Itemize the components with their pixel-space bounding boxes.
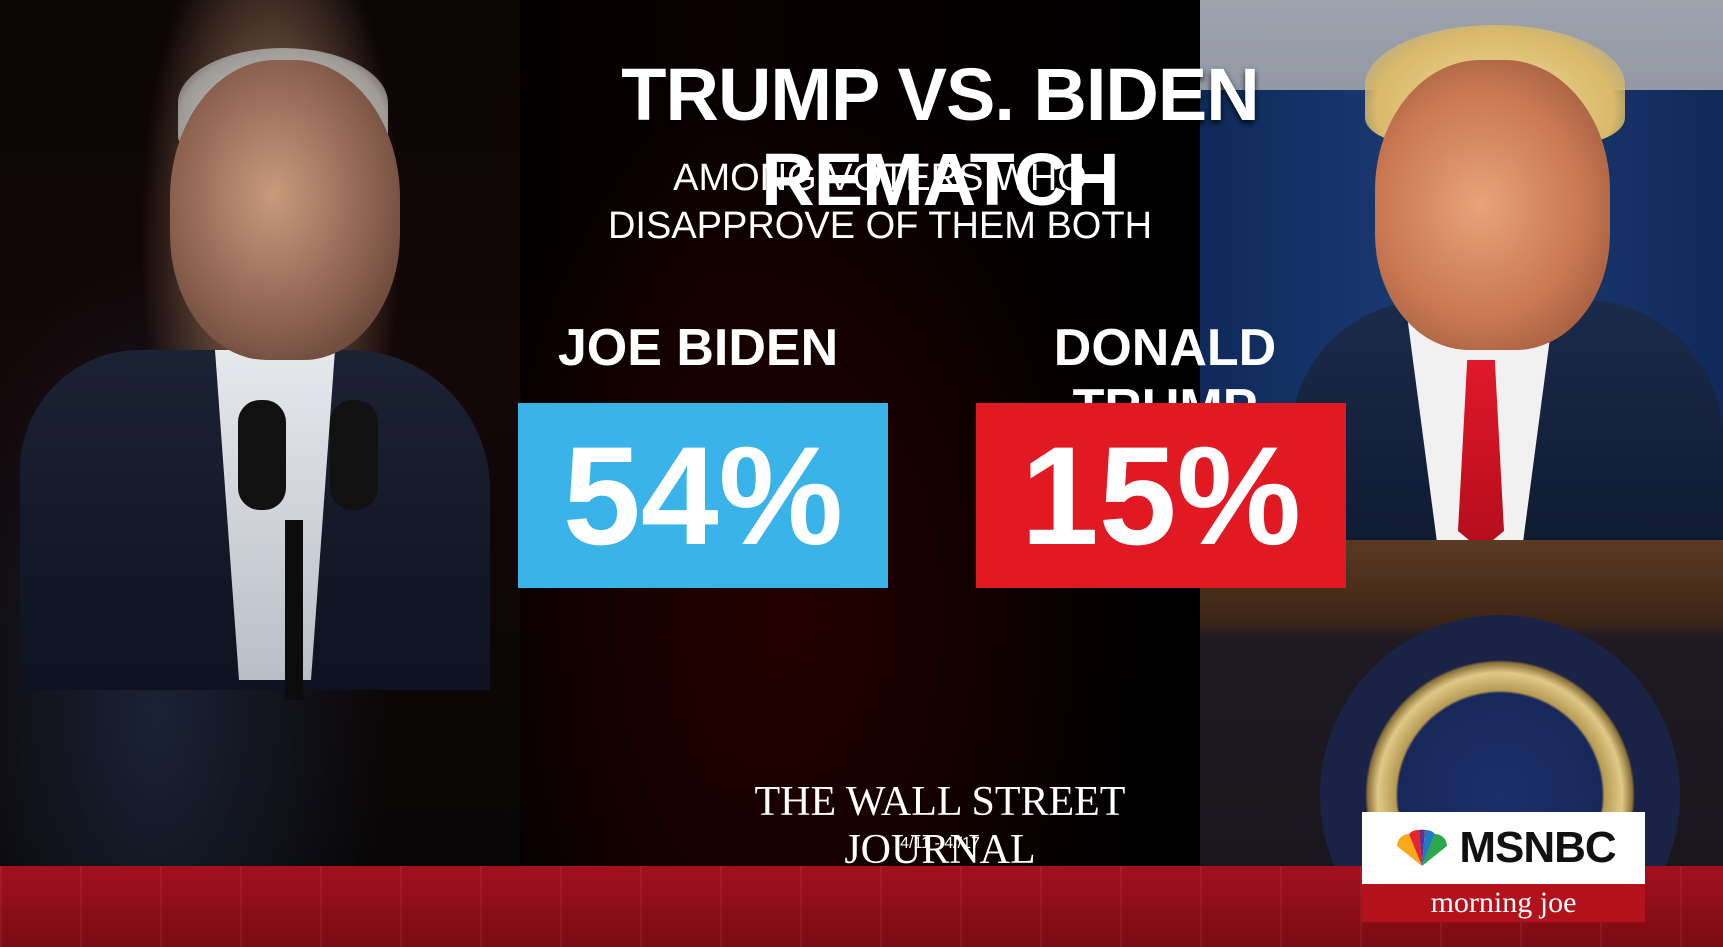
trump-tie xyxy=(1458,360,1504,550)
logo-text: MSNBC xyxy=(1459,823,1616,872)
percent-value-biden: 54% xyxy=(562,416,844,574)
show-banner: morning joe xyxy=(1362,884,1645,922)
network-logo: MSNBC morning joe xyxy=(1362,812,1645,922)
percent-box-biden: 54% xyxy=(518,403,888,588)
peacock-icon xyxy=(1397,829,1448,866)
microphone-stand xyxy=(285,520,303,700)
graphic-title: TRUMP VS. BIDEN REMATCH xyxy=(621,53,1259,221)
microphone xyxy=(238,400,286,510)
show-name: morning joe xyxy=(1430,886,1577,919)
subtitle-line-1: AMONG VOTERS WHO xyxy=(673,157,1087,199)
trump-head xyxy=(1375,60,1610,350)
source-name: THE WALL STREET JOURNAL xyxy=(754,779,1126,873)
biden-photo xyxy=(0,0,520,947)
candidate-name-biden: JOE BIDEN xyxy=(557,319,839,377)
percent-box-trump: 15% xyxy=(976,403,1346,588)
biden-head xyxy=(170,60,400,360)
logo-top: MSNBC xyxy=(1362,812,1645,884)
survey-dates: 4/11 - 4//17 xyxy=(900,835,980,852)
graphic-subtitle: AMONG VOTERS WHO DISAPPROVE OF THEM BOTH xyxy=(560,154,1200,250)
subtitle-line-2: DISAPPROVE OF THEM BOTH xyxy=(607,205,1153,247)
percent-value-trump: 15% xyxy=(1020,416,1302,574)
microphone xyxy=(330,400,378,510)
